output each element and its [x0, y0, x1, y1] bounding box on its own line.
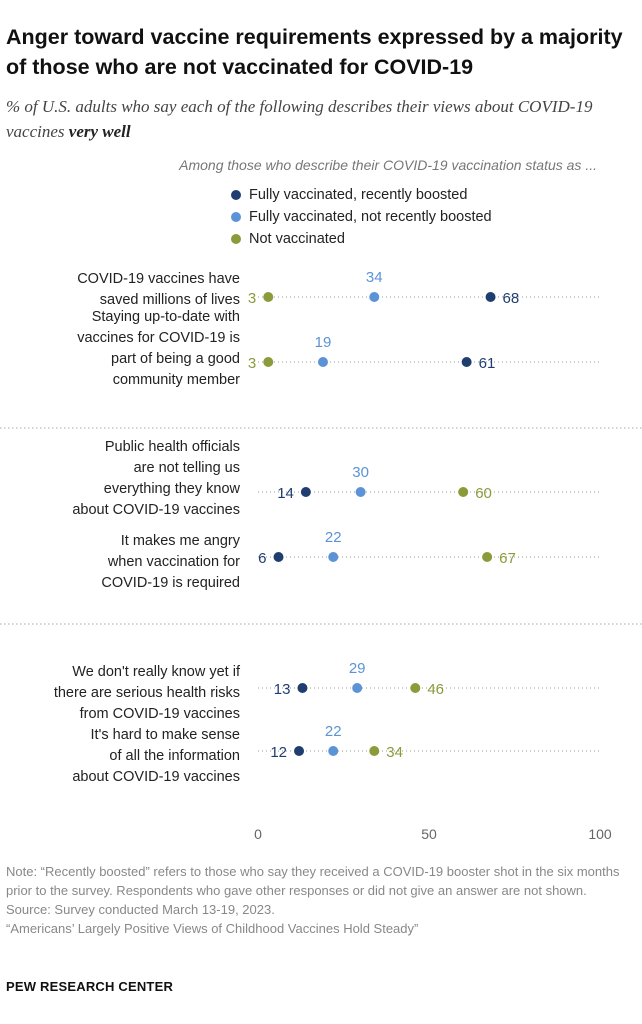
category-label-line: COVID-19 vaccines have — [77, 271, 240, 287]
category-label-line: We don't really know yet if — [72, 664, 241, 680]
category-label-line: Staying up-to-date with — [92, 309, 240, 325]
category-label-line: part of being a good — [111, 351, 240, 367]
data-label: 6 — [258, 550, 266, 567]
category-label-line: are not telling us — [134, 460, 240, 476]
legend-item-1: Fully vaccinated, recently boosted — [231, 184, 492, 206]
legend-label: Not vaccinated — [249, 231, 345, 247]
data-point — [328, 552, 339, 562]
group-caption: Among those who describe their COVID-19 … — [179, 157, 597, 173]
data-point — [485, 292, 496, 302]
data-point — [297, 683, 308, 693]
data-label: 22 — [325, 529, 342, 546]
chart-title: Anger toward vaccine requirements expres… — [6, 25, 623, 79]
category-label: Staying up-to-date with vaccines for COVI… — [77, 309, 240, 388]
data-label: 3 — [248, 290, 256, 307]
data-label: 22 — [325, 723, 342, 740]
x-tick-label: 100 — [588, 826, 612, 842]
legend-item-2: Fully vaccinated, not recently boosted — [231, 206, 492, 228]
category-label: We don't really know yet if there are ser… — [54, 664, 241, 722]
legend: Fully vaccinated, recently boosted Fully … — [231, 184, 492, 250]
x-tick-label: 0 — [254, 826, 262, 842]
category-label-line: about COVID-19 vaccines — [72, 502, 240, 518]
data-label: 14 — [277, 485, 294, 502]
chart-subtitle: % of U.S. adults who say each of the fol… — [6, 94, 642, 144]
data-label: 29 — [349, 660, 366, 677]
data-label: 67 — [499, 550, 516, 567]
legend-marker — [231, 212, 241, 222]
source-text: Source: Survey conducted March 13-19, 20… — [6, 902, 275, 917]
subtitle-emphasis: very well — [68, 122, 131, 141]
data-label: 13 — [274, 681, 291, 698]
legend-label: Fully vaccinated, recently boosted — [249, 187, 468, 203]
category-label: Public health officials are not telling u… — [72, 439, 240, 518]
legend-item-3: Not vaccinated — [231, 228, 492, 250]
note-text: Note: “Recently boosted” refers to those… — [6, 864, 620, 898]
data-label: 30 — [352, 464, 369, 481]
category-label-line: vaccines for COVID-19 is — [77, 330, 240, 346]
data-point — [263, 292, 274, 302]
data-label: 34 — [386, 744, 403, 761]
data-point — [458, 487, 469, 497]
data-point — [328, 746, 339, 756]
category-label-line: of all the information — [109, 748, 240, 764]
data-point — [273, 552, 284, 562]
category-label-line: there are serious health risks — [54, 685, 240, 701]
category-label-line: COVID-19 is required — [101, 575, 240, 591]
legend-label: Fully vaccinated, not recently boosted — [249, 209, 492, 225]
category-label-line: It makes me angry — [121, 533, 241, 549]
category-label-line: It's hard to make sense — [91, 727, 240, 743]
data-point — [300, 487, 311, 497]
legend-marker — [231, 234, 241, 244]
data-point — [294, 746, 305, 756]
category-label: COVID-19 vaccines have saved millions of … — [77, 271, 240, 308]
data-point — [317, 357, 328, 367]
data-point — [352, 683, 363, 693]
subtitle-text: % of U.S. adults who say each of the fol… — [6, 97, 593, 141]
category-label-line: from COVID-19 vaccines — [80, 706, 240, 722]
data-label: 19 — [315, 334, 332, 351]
data-label: 34 — [366, 269, 383, 286]
category-label-line: about COVID-19 vaccines — [72, 769, 240, 785]
credit-label: PEW RESEARCH CENTER — [6, 979, 174, 994]
data-point — [369, 292, 380, 302]
category-label-line: community member — [113, 372, 240, 388]
category-label: It's hard to make sense of all the inform… — [72, 727, 240, 785]
category-label-line: when vaccination for — [107, 554, 240, 570]
data-point — [369, 746, 380, 756]
data-point — [410, 683, 421, 693]
data-label: 3 — [248, 355, 256, 372]
data-point — [263, 357, 274, 367]
x-tick-label: 50 — [421, 826, 437, 842]
report-title: “Americans’ Largely Positive Views of Ch… — [6, 921, 419, 936]
category-label: It makes me angry when vaccination for COV… — [101, 533, 240, 591]
data-label: 68 — [503, 290, 520, 307]
data-label: 60 — [475, 485, 492, 502]
legend-marker — [231, 190, 241, 200]
category-label-line: everything they know — [104, 481, 241, 497]
category-label-line: Public health officials — [105, 439, 240, 455]
data-label: 61 — [479, 355, 496, 372]
data-label: 46 — [427, 681, 444, 698]
data-label: 12 — [270, 744, 287, 761]
data-point — [461, 357, 472, 367]
category-label-line: saved millions of lives — [100, 292, 240, 308]
data-point — [355, 487, 366, 497]
data-point — [482, 552, 493, 562]
notes: Note: “Recently boosted” refers to those… — [6, 862, 638, 938]
